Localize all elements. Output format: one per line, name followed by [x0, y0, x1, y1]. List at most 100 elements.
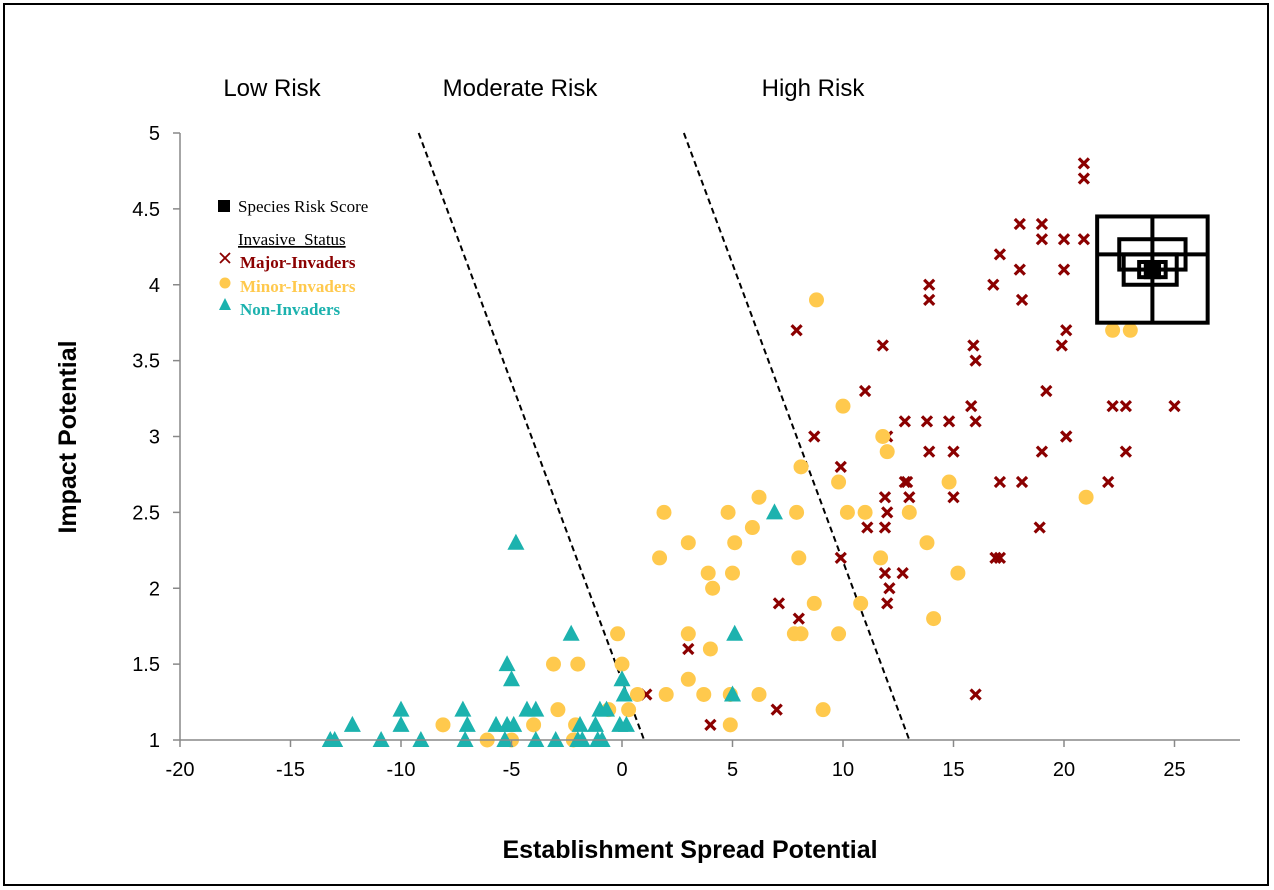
non-invader-point — [487, 715, 505, 732]
major-invader-point — [969, 415, 982, 428]
major-invader-stroke — [1035, 217, 1049, 231]
major-invader-stroke — [1077, 157, 1091, 170]
major-invader-stroke — [969, 688, 982, 701]
major-invader-point — [923, 293, 936, 307]
major-invader-stroke — [1119, 445, 1133, 458]
x-tick-label: 5 — [727, 759, 738, 781]
major-invader-stroke — [878, 491, 892, 504]
major-invader-stroke — [1060, 324, 1073, 337]
major-invader-stroke — [903, 491, 916, 504]
non-invader-point — [507, 533, 525, 550]
major-invader-point — [947, 445, 960, 458]
x-tick-label: -10 — [387, 759, 416, 781]
minor-invader-point — [700, 565, 716, 581]
minor-invader-point — [629, 686, 645, 702]
minor-invader-point — [875, 429, 891, 444]
major-invader-stroke — [947, 491, 960, 504]
non-invader-point — [586, 715, 604, 732]
non-invader-point — [562, 624, 580, 641]
x-axis-ticks: -20 -15 -10 -5 0 5 10 15 20 25 — [166, 740, 1186, 781]
minor-invader-point — [941, 474, 957, 490]
y-tick-label: 4 — [149, 275, 160, 297]
minor-invader-point — [751, 686, 767, 702]
minor-invader-point — [656, 504, 672, 520]
minor-invader-point — [621, 702, 637, 718]
major-invader-stroke — [881, 597, 894, 610]
major-invader-stroke — [834, 460, 847, 473]
minor-invader-point — [950, 565, 966, 581]
minor-invader-point — [550, 702, 566, 718]
minor-invader-point — [705, 580, 721, 596]
major-invader-point — [900, 475, 914, 489]
major-invader-stroke — [900, 475, 914, 489]
zone-label-high-risk: High Risk — [762, 75, 866, 102]
y-tick-label: 4.5 — [132, 199, 160, 221]
major-invader-stroke — [770, 703, 783, 716]
minor-invader-point — [570, 656, 586, 672]
major-invader-stroke — [993, 475, 1007, 489]
legend-minor-circle-icon — [219, 277, 231, 289]
minor-invader-point — [614, 656, 630, 672]
zone-labels: Low Risk Moderate Risk High Risk — [223, 75, 865, 102]
major-invader-point — [792, 612, 805, 625]
major-invader-stroke — [993, 551, 1007, 565]
major-invader-point — [770, 703, 783, 716]
minor-invader-point — [853, 595, 869, 611]
major-invader-stroke — [969, 354, 982, 367]
major-invader-stroke — [1077, 233, 1091, 246]
y-tick-label: 3.5 — [132, 351, 160, 373]
minor-invader-point — [680, 535, 696, 551]
major-invader-point — [704, 718, 717, 731]
legend-score-label: Species Risk Score — [238, 197, 368, 216]
major-invader-stroke — [923, 278, 936, 291]
non-invader-point — [412, 731, 430, 747]
non-invader-point — [571, 715, 589, 732]
non-invader-point — [615, 685, 633, 702]
minor-invader-point — [873, 550, 889, 566]
major-invader-point — [969, 688, 982, 701]
minor-invader-point — [857, 504, 873, 520]
major-invader-stroke — [1168, 400, 1181, 413]
major-invader-stroke — [923, 445, 936, 458]
major-invader-point — [1035, 233, 1049, 246]
major-invader-stroke — [878, 521, 892, 534]
minor-invader-point — [839, 504, 855, 520]
major-invader-point — [834, 551, 847, 565]
major-invader-point — [987, 278, 1000, 291]
risk-divider-line-1 — [417, 132, 646, 741]
minor-invader-point — [815, 702, 831, 718]
x-tick-label: 15 — [942, 759, 964, 781]
legend-minor-label: Minor-Invaders — [240, 277, 356, 296]
minor-invader-point — [744, 520, 760, 536]
minor-invader-point — [919, 535, 935, 551]
major-invader-stroke — [1077, 172, 1091, 185]
minor-invader-point — [806, 595, 822, 611]
major-invader-stroke — [967, 339, 980, 352]
legend: Species Risk Score Invasive_Status Major… — [218, 197, 368, 319]
non-invader-point — [458, 715, 476, 732]
major-invader-point — [1040, 384, 1053, 398]
minor-invader-point — [652, 550, 668, 566]
major-invader-stroke — [1013, 217, 1026, 231]
non-invader-point — [547, 731, 565, 747]
minor-invader-point — [435, 717, 451, 733]
major-invader-point — [1035, 217, 1049, 231]
minor-invader-point — [793, 459, 809, 475]
major-invader-point — [965, 400, 978, 413]
major-invader-point — [808, 430, 821, 443]
minor-invader-point — [720, 504, 736, 520]
major-invader-point — [969, 354, 982, 367]
major-invader-point — [903, 491, 916, 504]
minor-invader-point — [1078, 489, 1094, 505]
major-invader-point — [878, 566, 892, 580]
major-invader-point — [881, 597, 894, 610]
non-invader-point — [613, 670, 631, 687]
major-invader-point — [920, 415, 934, 428]
major-invader-point — [1013, 217, 1026, 231]
x-tick-label: -5 — [503, 759, 521, 781]
major-invader-stroke — [792, 612, 805, 625]
major-invader-point — [881, 506, 894, 519]
species-risk-score-markers — [1095, 214, 1210, 325]
major-invader-point — [1077, 233, 1091, 246]
risk-divider-lines — [417, 132, 911, 741]
